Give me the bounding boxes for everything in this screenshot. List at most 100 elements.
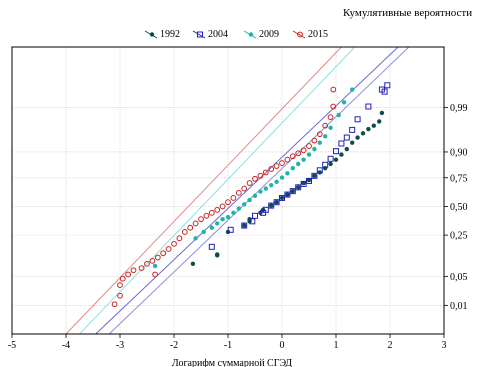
point-2015	[138, 265, 145, 271]
point-1992	[366, 126, 371, 132]
point-1992	[279, 195, 285, 201]
y-tick-label: 0,90	[450, 147, 468, 158]
point-2015	[117, 292, 123, 299]
point-1992	[312, 173, 317, 179]
point-2004	[327, 155, 334, 162]
x-tick-label: 1	[334, 340, 339, 351]
point-2015	[279, 160, 285, 166]
point-2015	[149, 257, 156, 264]
point-2015	[330, 86, 337, 93]
point-1992	[306, 177, 312, 183]
point-2009	[279, 175, 285, 180]
point-2015	[295, 150, 302, 157]
point-2004	[227, 226, 234, 233]
point-2015	[300, 147, 307, 154]
x-tick-label: -5	[8, 340, 16, 351]
point-1992	[333, 157, 339, 162]
point-2004	[365, 103, 372, 110]
point-2009	[301, 157, 306, 162]
point-2009	[341, 100, 347, 105]
series-2015	[111, 86, 337, 308]
legend-swatch-marker	[248, 32, 254, 37]
point-2015	[262, 169, 269, 176]
point-2009	[252, 193, 258, 199]
fit-lines	[65, 46, 410, 335]
point-2015	[152, 271, 159, 278]
point-1992	[379, 110, 385, 116]
y-ticks: 0,01 0,05 0,25 0,50 0,75 0,90 0,99	[444, 103, 468, 312]
point-2015	[257, 172, 264, 179]
legend-swatch-marker	[297, 31, 303, 38]
y-tick-label: 0,75	[450, 173, 468, 184]
point-2004	[349, 126, 356, 133]
point-1992	[190, 261, 196, 267]
point-1992	[290, 188, 295, 194]
point-2009	[317, 140, 322, 145]
x-tick-label: 2	[388, 340, 393, 351]
point-2009	[152, 263, 158, 269]
x-axis-label: Логарифм суммарной СГЭД	[172, 358, 292, 367]
legend-item-2015: 2015	[292, 29, 328, 40]
point-1992	[344, 146, 349, 152]
legend: 1992 2004 2009 2015	[144, 29, 328, 40]
data-points	[111, 82, 391, 308]
point-2009	[220, 217, 225, 222]
point-2015	[176, 235, 183, 242]
point-2009	[247, 197, 252, 203]
chart-title: Кумулятивные вероятности	[343, 7, 472, 19]
point-2009	[296, 161, 301, 167]
point-2009	[285, 171, 290, 176]
point-1992	[285, 192, 290, 197]
point-2015	[160, 250, 167, 257]
y-tick-label: 0,05	[450, 272, 468, 283]
point-2015	[306, 143, 312, 149]
point-2015	[165, 246, 172, 252]
point-2015	[119, 275, 126, 282]
legend-swatch-line	[292, 30, 306, 39]
point-2004	[311, 172, 318, 179]
point-2009	[323, 134, 328, 139]
point-2009	[236, 206, 241, 211]
point-2009	[258, 189, 263, 194]
point-1992	[377, 119, 382, 124]
point-2009	[225, 214, 231, 220]
point-2004	[343, 134, 350, 141]
point-2009	[215, 221, 220, 226]
legend-label: 2015	[308, 29, 328, 40]
point-2015	[322, 122, 329, 129]
point-2009	[274, 179, 279, 184]
x-tick-label: -3	[116, 340, 124, 351]
point-2015	[214, 206, 221, 213]
point-2015	[289, 153, 296, 160]
point-2009	[290, 165, 295, 171]
fit-line-2015	[65, 46, 342, 335]
point-2015	[171, 240, 177, 247]
point-2009	[242, 202, 247, 207]
point-1992	[301, 180, 306, 186]
point-2004	[338, 140, 345, 147]
legend-label: 2009	[259, 29, 279, 40]
point-2015	[252, 175, 258, 182]
point-2015	[192, 220, 199, 227]
point-2004	[295, 184, 302, 191]
point-1992	[350, 140, 355, 145]
point-2015	[330, 103, 337, 110]
point-2004	[262, 206, 269, 213]
point-2004	[284, 191, 291, 198]
point-2009	[231, 210, 236, 216]
point-2009	[193, 236, 198, 241]
fit-line-2004	[95, 46, 399, 335]
point-2015	[284, 156, 291, 163]
point-2015	[154, 254, 161, 261]
point-1992	[360, 131, 366, 136]
y-tick-label: 0,50	[450, 202, 468, 213]
series-2009	[152, 87, 355, 269]
point-2015	[268, 166, 275, 172]
point-2004	[268, 202, 275, 209]
point-2004	[316, 167, 323, 174]
point-2004	[322, 161, 329, 168]
x-tick-label: 3	[442, 340, 447, 351]
point-2015	[111, 301, 118, 308]
point-1992	[296, 185, 301, 190]
point-2015	[273, 163, 280, 169]
